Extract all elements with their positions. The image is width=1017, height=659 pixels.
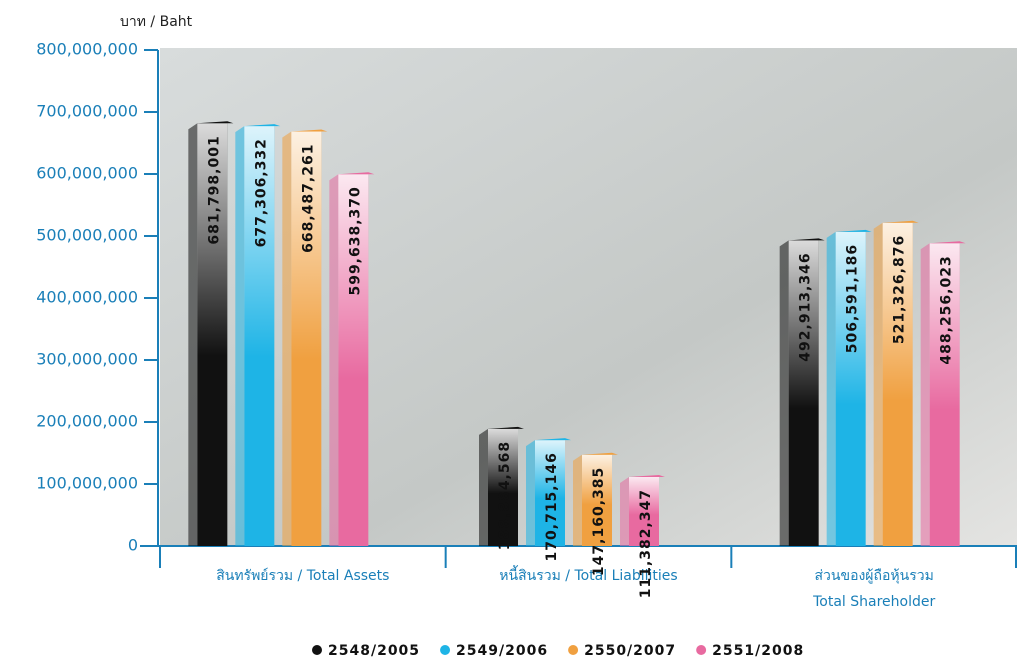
bar-cap — [291, 129, 328, 132]
y-tick-label: 700,000,000 — [36, 102, 138, 121]
y-tick-label: 200,000,000 — [36, 412, 138, 431]
legend-marker — [696, 645, 707, 655]
bar-cap — [244, 124, 281, 127]
value-label: 521,326,876 — [892, 235, 908, 344]
value-label: 677,306,332 — [253, 138, 269, 247]
legend-marker — [440, 645, 451, 655]
bar-shine — [788, 240, 819, 546]
value-label: 599,638,370 — [347, 186, 363, 295]
x-tick-label: Total Shareholder — [812, 594, 935, 610]
value-label: 188,884,568 — [497, 441, 513, 550]
bar-cap — [835, 229, 872, 232]
bar-shine — [535, 440, 565, 546]
bar-shine — [929, 243, 960, 547]
y-tick-label: 800,000,000 — [36, 40, 138, 59]
value-label: 147,160,385 — [591, 467, 607, 576]
legend-marker — [312, 645, 322, 655]
bar-side — [873, 222, 883, 546]
bar-side — [526, 440, 535, 546]
bar-cap — [488, 426, 524, 429]
bar-cap — [629, 474, 665, 477]
bar-cap — [582, 452, 618, 455]
value-label: 170,715,146 — [544, 452, 560, 561]
bar-side — [282, 131, 292, 546]
bar-cap — [882, 220, 919, 223]
bar-shine — [197, 123, 228, 546]
legend-label: 2549/2006 — [456, 643, 548, 659]
legend-marker — [568, 645, 579, 655]
bar-cap — [929, 241, 966, 244]
y-tick-label: 0 — [128, 536, 138, 555]
bar-cap — [197, 121, 234, 124]
bar-side — [620, 476, 629, 546]
y-tick-label: 100,000,000 — [36, 474, 138, 493]
bar-side — [826, 231, 836, 547]
value-label: 681,798,001 — [206, 135, 222, 244]
bar-shine — [244, 126, 275, 547]
bar-shine — [882, 222, 913, 546]
x-tick-label: ส่วนของผู้ถือหุ้นรวม — [815, 568, 934, 584]
bar-side — [479, 428, 488, 546]
y-axis-label: บาท / Baht — [120, 14, 193, 30]
bar-shine — [338, 174, 369, 546]
y-tick-label: 600,000,000 — [36, 164, 138, 183]
bar-side — [235, 126, 245, 547]
value-label: 506,591,186 — [845, 244, 861, 353]
bar-shine — [488, 428, 518, 546]
bar-shine — [582, 454, 612, 546]
value-label: 111,382,347 — [638, 489, 654, 598]
x-tick-label: หนี้สินรวม / Total Liabilities — [499, 565, 677, 584]
value-label: 492,913,346 — [798, 252, 814, 361]
bar-cap — [535, 438, 571, 441]
y-tick-label: 400,000,000 — [36, 288, 138, 307]
legend-label: 2550/2007 — [584, 643, 676, 659]
bar-side — [920, 243, 930, 547]
bar-shine — [835, 231, 866, 547]
y-tick-label: 300,000,000 — [36, 350, 138, 369]
bar-side — [573, 454, 582, 546]
legend-label: 2548/2005 — [328, 643, 420, 659]
bar-cap — [338, 172, 375, 175]
bar-cap — [788, 238, 825, 241]
bar-side — [779, 240, 789, 546]
value-label: 668,487,261 — [300, 144, 316, 253]
bar-side — [329, 174, 339, 546]
y-tick-label: 500,000,000 — [36, 226, 138, 245]
legend-label: 2551/2008 — [712, 643, 804, 659]
bar-side — [188, 123, 198, 546]
x-tick-label: สินทรัพย์รวม / Total Assets — [216, 567, 389, 584]
bar-shine — [629, 476, 659, 546]
value-label: 488,256,023 — [939, 255, 955, 364]
bar-shine — [291, 131, 322, 546]
